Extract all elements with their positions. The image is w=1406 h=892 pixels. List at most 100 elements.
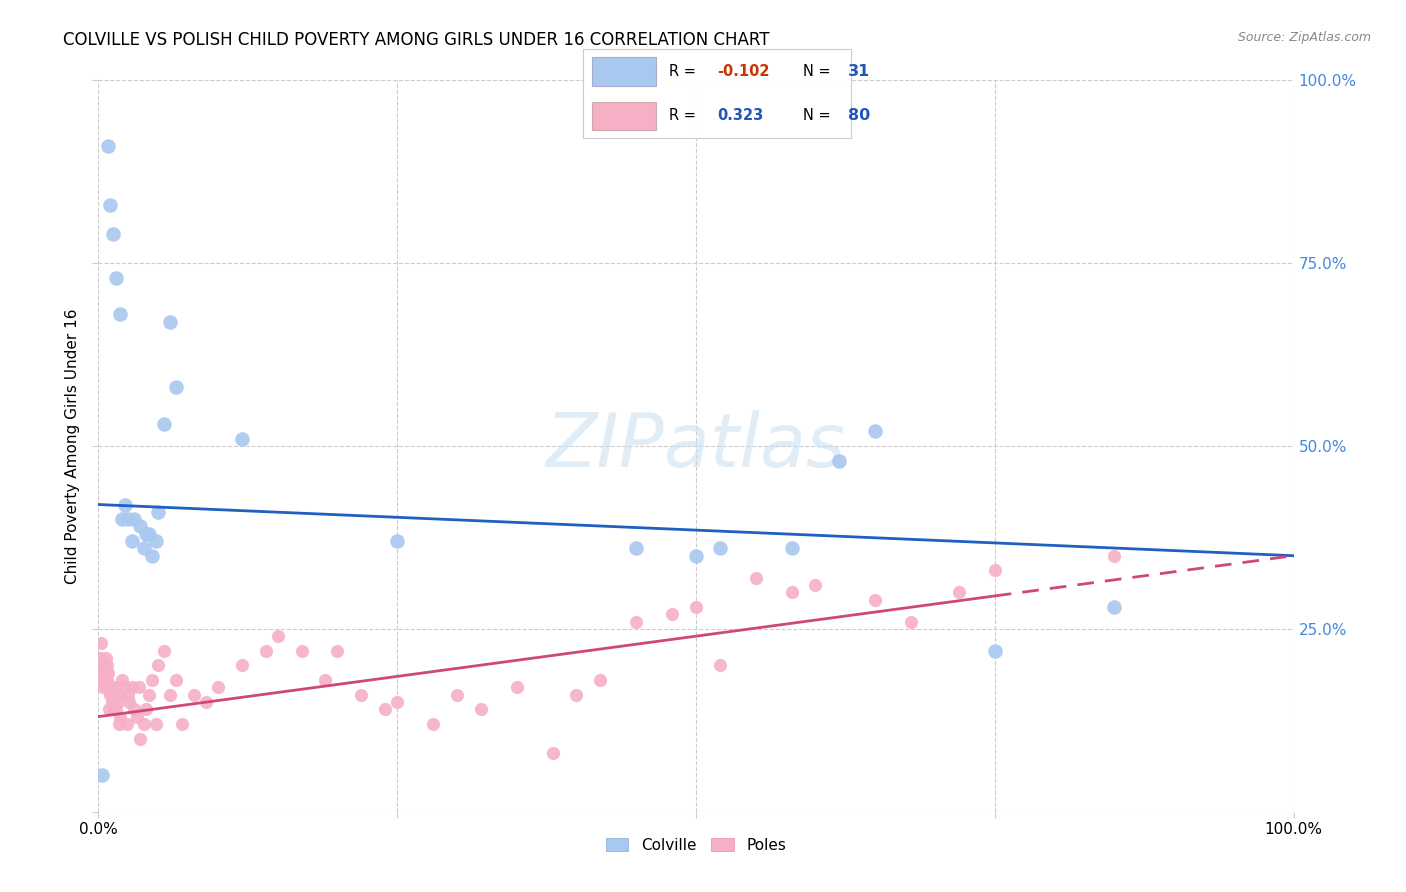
Text: COLVILLE VS POLISH CHILD POVERTY AMONG GIRLS UNDER 16 CORRELATION CHART: COLVILLE VS POLISH CHILD POVERTY AMONG G… [63,31,769,49]
Point [165,380,187,394]
Point [125,709,148,723]
Point [589,673,612,687]
Point [104,681,127,695]
Point [865,592,887,607]
Point [385,534,409,549]
Point [118,695,141,709]
Point [159,688,181,702]
Point [129,731,152,746]
Point [110,688,132,702]
Point [138,688,160,702]
Text: N =: N = [803,64,835,78]
Point [129,519,152,533]
Point [108,307,131,321]
Point [709,658,731,673]
Point [121,681,143,695]
Point [101,227,124,241]
Point [291,644,314,658]
Point [422,717,444,731]
Point [183,688,205,702]
Point [350,688,373,702]
Point [145,717,167,731]
Point [145,534,167,549]
Point [96,673,118,687]
Point [231,658,253,673]
Point [135,526,157,541]
Text: -0.102: -0.102 [717,64,769,78]
Point [626,615,648,629]
Point [114,681,136,695]
Point [804,578,827,592]
Point [626,541,648,556]
Point [89,651,111,665]
Point [105,702,128,716]
Point [315,673,337,687]
Point [685,599,707,614]
Point [121,534,143,549]
Point [984,644,1007,658]
Point [865,425,887,439]
Point [89,673,111,687]
Point [138,526,160,541]
Y-axis label: Child Poverty Among Girls Under 16: Child Poverty Among Girls Under 16 [65,309,80,583]
Point [385,695,409,709]
Point [565,688,588,702]
Text: N =: N = [803,109,835,123]
Point [111,512,134,526]
Point [165,673,187,687]
Point [98,681,121,695]
Point [117,512,139,526]
Point [107,695,129,709]
Point [94,651,117,665]
Point [132,541,155,556]
FancyBboxPatch shape [592,102,655,130]
Point [94,665,117,680]
Point [254,644,277,658]
FancyBboxPatch shape [592,57,655,86]
Point [172,717,194,731]
Point [128,681,150,695]
Point [231,432,253,446]
Point [780,541,803,556]
Point [1104,599,1126,614]
Legend: Colville, Poles: Colville, Poles [599,831,793,859]
Point [91,665,114,680]
Point [100,695,122,709]
Point [541,746,564,760]
Point [326,644,349,658]
Point [98,197,122,211]
Point [374,702,396,716]
Point [828,453,851,467]
Point [207,681,229,695]
Point [267,629,290,643]
Point [91,681,114,695]
Point [984,563,1007,577]
Point [124,512,146,526]
Point [93,673,115,687]
Point [135,702,157,716]
Point [97,665,120,680]
Point [91,658,114,673]
Point [780,585,803,599]
Text: 31: 31 [848,64,870,78]
Point [107,717,129,731]
Point [98,688,122,702]
Point [153,644,176,658]
Point [101,688,124,702]
Point [709,541,731,556]
Point [685,549,707,563]
Point [91,768,114,782]
Point [105,270,128,285]
Point [124,702,146,716]
Point [114,498,136,512]
Point [97,681,120,695]
Point [141,549,163,563]
Text: Source: ZipAtlas.com: Source: ZipAtlas.com [1237,31,1371,45]
Point [98,681,122,695]
Point [141,673,163,687]
Point [446,688,468,702]
Point [90,636,112,650]
Point [506,681,529,695]
Point [111,673,134,687]
Point [148,505,170,519]
